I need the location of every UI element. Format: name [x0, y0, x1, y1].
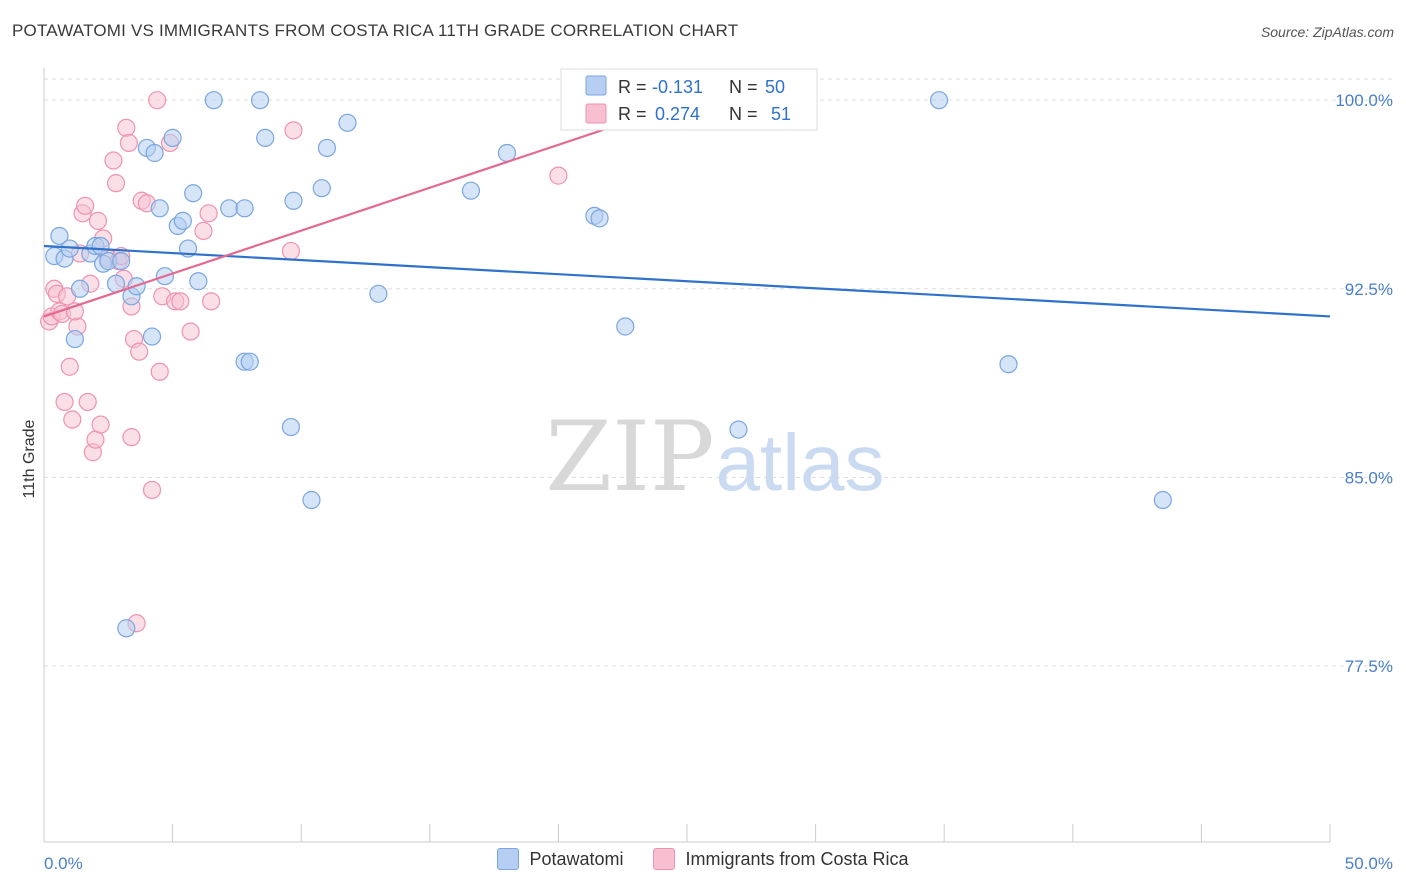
point-costa-rica	[91, 415, 110, 434]
x-tick-label-min: 0.0%	[44, 854, 83, 873]
watermark: ZIP atlas	[545, 401, 884, 513]
chart-legend: Potawatomi Immigrants from Costa Rica	[0, 848, 1406, 870]
y-axis-label: 11th Grade	[21, 419, 38, 498]
point-costa-rica	[117, 118, 136, 137]
point-costa-rica	[181, 322, 200, 341]
point-costa-rica	[150, 362, 169, 381]
point-potawatomi	[70, 279, 90, 298]
stats-swatch-pink	[585, 103, 607, 124]
trend-line-costa-rica	[43, 99, 693, 318]
point-costa-rica	[63, 410, 82, 429]
stats-swatch-blue	[585, 75, 607, 96]
stats-n-value-blue: 50	[765, 77, 785, 97]
source-credit: Source: ZipAtlas.com	[1260, 24, 1394, 40]
point-potawatomi	[117, 619, 136, 638]
point-costa-rica	[281, 241, 301, 261]
point-potawatomi	[173, 211, 192, 230]
point-potawatomi	[220, 199, 239, 218]
point-costa-rica	[142, 480, 162, 500]
point-costa-rica	[55, 392, 74, 412]
legend-item-costa-rica[interactable]: Immigrants from Costa Rica	[653, 848, 909, 870]
y-tick-label: 77.5%	[1345, 657, 1393, 676]
point-potawatomi	[256, 128, 275, 147]
stats-r-value-blue: -0.131	[652, 77, 703, 97]
point-costa-rica	[88, 211, 108, 230]
stats-box: R = -0.131 N = 50 R = 0.274 N = 51	[560, 68, 818, 131]
y-tick-labels: 77.5% 85.0% 92.5% 100.0%	[1335, 91, 1393, 676]
point-costa-rica	[104, 151, 123, 170]
y-tick-label: 85.0%	[1345, 468, 1393, 487]
point-potawatomi	[312, 179, 331, 198]
point-costa-rica	[549, 166, 568, 185]
point-potawatomi	[284, 191, 303, 210]
trend-lines	[43, 99, 1331, 318]
point-costa-rica	[122, 428, 141, 447]
point-costa-rica	[171, 292, 190, 311]
point-potawatomi	[91, 236, 110, 256]
stats-r-label-blue: R =	[618, 77, 647, 97]
series-potawatomi-points	[45, 91, 1172, 638]
point-potawatomi	[590, 209, 609, 228]
point-costa-rica	[130, 342, 149, 361]
legend-label-costa-rica: Immigrants from Costa Rica	[685, 848, 909, 869]
watermark-zip: ZIP	[545, 401, 714, 513]
stats-r-value-pink: 0.274	[655, 104, 700, 124]
point-potawatomi	[461, 181, 481, 200]
legend-swatch-pink	[653, 848, 676, 870]
point-potawatomi	[142, 327, 162, 346]
point-costa-rica	[119, 133, 138, 153]
trend-line-potawatomi	[43, 244, 1331, 318]
y-tick-label: 100.0%	[1335, 91, 1393, 110]
point-costa-rica	[202, 292, 221, 311]
legend-label-potawatomi: Potawatomi	[529, 848, 624, 869]
axes	[43, 68, 1331, 843]
point-potawatomi	[369, 284, 388, 303]
point-costa-rica	[106, 174, 126, 193]
point-potawatomi	[65, 329, 84, 349]
point-potawatomi	[317, 138, 337, 158]
point-potawatomi	[240, 352, 259, 371]
point-potawatomi	[163, 128, 182, 147]
point-costa-rica	[284, 121, 303, 140]
point-potawatomi	[145, 143, 164, 163]
point-potawatomi	[250, 91, 270, 110]
stats-n-value-pink: 51	[771, 104, 791, 124]
point-costa-rica	[86, 430, 105, 449]
point-costa-rica	[78, 392, 97, 412]
point-potawatomi	[235, 199, 254, 218]
stats-r-label-pink: R =	[618, 104, 647, 124]
point-potawatomi	[338, 113, 357, 132]
point-potawatomi	[281, 417, 301, 437]
stats-n-label-pink: N =	[729, 104, 758, 124]
point-costa-rica	[199, 204, 218, 223]
y-tick-label: 92.5%	[1345, 280, 1393, 299]
series-costa-rica-points	[40, 91, 568, 633]
point-costa-rica	[60, 357, 79, 376]
legend-item-potawatomi[interactable]: Potawatomi	[497, 848, 623, 870]
grid-lines	[44, 78, 1393, 667]
point-potawatomi	[112, 252, 131, 271]
point-potawatomi	[150, 199, 169, 218]
point-costa-rica	[194, 221, 213, 241]
point-potawatomi	[204, 91, 223, 110]
point-potawatomi	[616, 317, 635, 336]
point-potawatomi	[50, 226, 69, 246]
point-costa-rica	[148, 91, 167, 110]
point-potawatomi	[302, 490, 321, 510]
point-potawatomi	[189, 272, 208, 291]
point-potawatomi	[999, 355, 1018, 374]
point-potawatomi	[929, 91, 949, 110]
x-tick-label-max: 50.0%	[1345, 854, 1393, 873]
point-potawatomi	[1153, 490, 1172, 510]
point-costa-rica	[76, 196, 95, 215]
legend-swatch-blue	[497, 848, 520, 870]
chart-title: POTAWATOMI VS IMMIGRANTS FROM COSTA RICA…	[12, 21, 739, 40]
point-potawatomi	[729, 420, 748, 439]
point-potawatomi	[184, 184, 203, 203]
stats-n-label-blue: N =	[729, 77, 758, 97]
